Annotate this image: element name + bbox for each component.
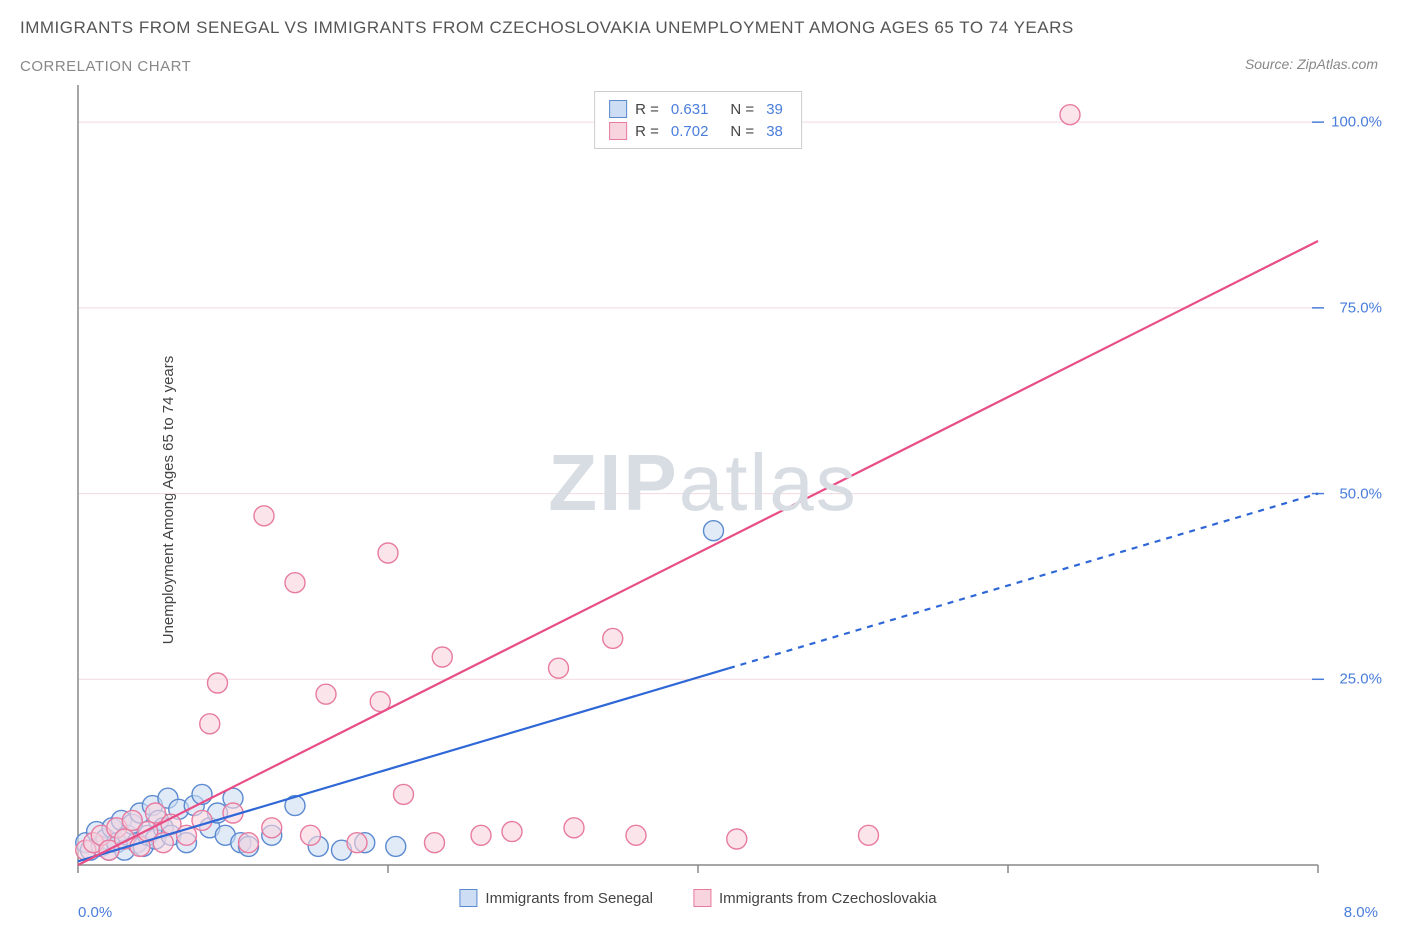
czechoslovakia-point	[285, 573, 305, 593]
czechoslovakia-point	[316, 684, 336, 704]
chart-title: IMMIGRANTS FROM SENEGAL VS IMMIGRANTS FR…	[20, 18, 1074, 38]
chart-subtitle: CORRELATION CHART	[20, 58, 191, 75]
stat-swatch	[609, 100, 627, 118]
stat-n-value: 39	[766, 101, 783, 118]
y-tick-label: 100.0%	[1331, 114, 1382, 131]
czechoslovakia-point	[347, 833, 367, 853]
czechoslovakia-point	[626, 825, 646, 845]
stat-n-label: N =	[730, 123, 754, 140]
stat-r-value: 0.631	[671, 101, 709, 118]
legend-item: Immigrants from Czechoslovakia	[693, 889, 937, 907]
y-tick-label: 25.0%	[1339, 671, 1382, 688]
czechoslovakia-point	[727, 829, 747, 849]
czechoslovakia-point	[471, 825, 491, 845]
legend: Immigrants from Senegal Immigrants from C…	[459, 889, 936, 907]
czechoslovakia-point	[502, 822, 522, 842]
czechoslovakia-point	[208, 673, 228, 693]
x-tick-label: 8.0%	[1344, 904, 1378, 921]
legend-swatch	[693, 889, 711, 907]
czechoslovakia-point	[603, 628, 623, 648]
czechoslovakia-point	[394, 784, 414, 804]
legend-item: Immigrants from Senegal	[459, 889, 653, 907]
stat-r-label: R =	[635, 123, 659, 140]
czechoslovakia-point	[262, 818, 282, 838]
czechoslovakia-point	[200, 714, 220, 734]
stat-swatch	[609, 122, 627, 140]
legend-label: Immigrants from Czechoslovakia	[719, 890, 937, 907]
senegal-point	[386, 836, 406, 856]
legend-swatch	[459, 889, 477, 907]
x-tick-label: 0.0%	[78, 904, 112, 921]
czechoslovakia-point	[1060, 105, 1080, 125]
chart-container: Unemployment Among Ages 65 to 74 years Z…	[20, 85, 1386, 915]
senegal-trendline-extrap	[729, 494, 1318, 669]
y-tick-label: 50.0%	[1339, 485, 1382, 502]
czechoslovakia-point	[564, 818, 584, 838]
senegal-point	[704, 521, 724, 541]
scatter-plot	[78, 85, 1318, 865]
czechoslovakia-point	[239, 833, 259, 853]
legend-label: Immigrants from Senegal	[485, 890, 653, 907]
czechoslovakia-point	[425, 833, 445, 853]
czechoslovakia-point	[549, 658, 569, 678]
czechoslovakia-point	[859, 825, 879, 845]
stat-row: R = 0.702 N = 38	[609, 120, 787, 142]
czechoslovakia-point	[254, 506, 274, 526]
correlation-stat-box: R = 0.631 N = 39 R = 0.702 N = 38	[594, 91, 802, 149]
czechoslovakia-point	[301, 825, 321, 845]
stat-n-value: 38	[766, 123, 783, 140]
stat-r-value: 0.702	[671, 123, 709, 140]
stat-row: R = 0.631 N = 39	[609, 98, 787, 120]
source-attribution: Source: ZipAtlas.com	[1245, 56, 1378, 72]
czechoslovakia-trendline	[78, 241, 1318, 865]
stat-n-label: N =	[730, 101, 754, 118]
czechoslovakia-point	[432, 647, 452, 667]
y-tick-label: 75.0%	[1339, 299, 1382, 316]
czechoslovakia-point	[378, 543, 398, 563]
stat-r-label: R =	[635, 101, 659, 118]
